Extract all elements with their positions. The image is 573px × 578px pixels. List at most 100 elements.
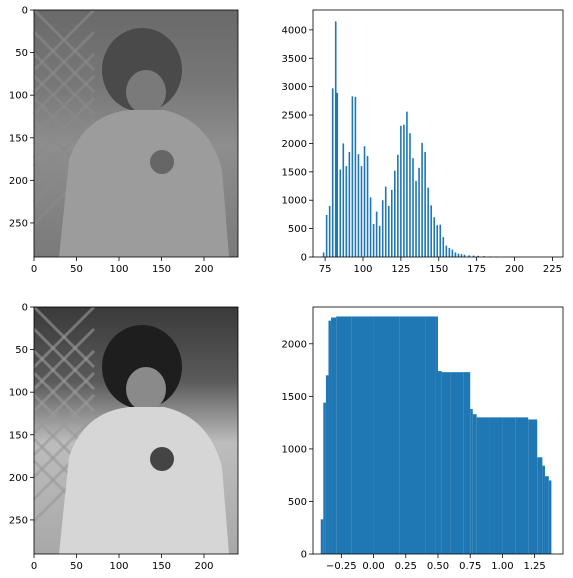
y-tick-label: 1500 — [282, 392, 307, 403]
lattice-strip — [32, 118, 96, 182]
bar — [406, 111, 408, 257]
x-tick-label: 0 — [31, 264, 37, 275]
y-tick-label: 0 — [22, 6, 28, 17]
x-tick-label: 50 — [70, 561, 83, 572]
bar — [528, 419, 538, 554]
bar — [328, 205, 331, 257]
x-tick-label: 0.75 — [459, 561, 481, 572]
bar — [334, 21, 337, 257]
bar — [548, 480, 552, 554]
bar — [394, 170, 396, 257]
bar — [441, 372, 451, 554]
y-tick-label: 3000 — [282, 82, 307, 93]
axes-1: 0 50 100 150 200 0 50 100 150 200 250 — [9, 6, 239, 275]
bar — [430, 205, 432, 257]
bar — [425, 316, 436, 554]
bar — [328, 320, 332, 554]
bar — [544, 476, 549, 554]
bar — [445, 245, 448, 257]
x-tick-label: −0.25 — [326, 561, 357, 572]
y-tick-label: 1000 — [282, 444, 307, 455]
bar — [369, 197, 372, 257]
bar — [325, 214, 328, 257]
bar — [325, 375, 329, 554]
badge — [150, 447, 174, 471]
bar — [372, 224, 375, 257]
bar — [409, 133, 411, 257]
bar — [357, 154, 360, 257]
y-tick-label: 0 — [301, 253, 307, 264]
lattice-strip — [32, 30, 96, 94]
axes-4: −0.25 0.00 0.25 0.50 0.75 1.00 1.25 0 500 1000 150… — [282, 306, 564, 572]
x-tick-label: 175 — [467, 264, 486, 275]
y-tick-label: 2000 — [282, 139, 307, 150]
bar — [542, 465, 545, 554]
bar — [427, 187, 429, 257]
bar — [433, 217, 436, 257]
bar — [470, 408, 473, 554]
x-tick-label: 50 — [70, 264, 83, 275]
x-tick-label: 1.00 — [491, 561, 513, 572]
bar — [463, 254, 466, 257]
y-tick-label: 3500 — [282, 54, 307, 65]
bar — [375, 211, 378, 257]
y-tick-label: 500 — [288, 497, 307, 508]
lattice-strip — [32, 74, 96, 138]
bar — [348, 151, 351, 257]
bar — [442, 237, 445, 257]
bar — [415, 180, 417, 257]
lattice-strip — [32, 393, 96, 457]
bar — [436, 225, 439, 257]
bar — [477, 255, 479, 257]
y-tick-label: 50 — [15, 48, 28, 59]
bar — [387, 205, 390, 257]
y-tick-label: 0 — [22, 303, 28, 314]
y-tick-label: 1500 — [282, 167, 307, 178]
face — [126, 70, 166, 114]
x-tick-label: 225 — [543, 264, 562, 275]
bar — [331, 317, 337, 554]
bar — [336, 316, 352, 554]
bar — [476, 417, 490, 554]
y-tick-label: 150 — [9, 430, 28, 441]
jacket — [59, 407, 229, 554]
bar — [537, 457, 543, 554]
lattice-strip — [32, 415, 96, 479]
y-tick-label: 200 — [9, 176, 28, 187]
y-tick-label: 250 — [9, 218, 28, 229]
bar — [381, 200, 384, 257]
bar — [366, 155, 369, 257]
lattice-strip — [32, 371, 96, 435]
bar — [322, 252, 325, 257]
lattice-strip — [32, 327, 96, 391]
y-tick-label: 250 — [9, 515, 28, 526]
bar — [390, 189, 393, 257]
y-tick-label: 100 — [9, 388, 28, 399]
bar — [439, 224, 442, 257]
bar — [502, 417, 516, 554]
bar — [378, 225, 381, 257]
y-tick-label: 0 — [301, 550, 307, 561]
bar — [354, 96, 357, 258]
x-tick-label: 0.25 — [395, 561, 417, 572]
plot-frame — [312, 306, 564, 555]
bar — [483, 256, 486, 257]
bar — [373, 316, 400, 554]
bar — [438, 371, 442, 554]
bar — [463, 372, 471, 554]
bar — [342, 143, 345, 257]
plot-frame — [33, 306, 239, 555]
bar — [421, 142, 423, 257]
x-tick-label: 75 — [319, 264, 332, 275]
x-tick-label: 0 — [31, 561, 37, 572]
bar — [351, 96, 354, 257]
bars-2 — [322, 21, 498, 258]
x-tick-label: 100 — [109, 264, 128, 275]
bar — [435, 316, 438, 554]
bar — [363, 146, 366, 257]
bar — [320, 519, 324, 554]
x-tick-label: 150 — [152, 561, 171, 572]
bar — [345, 166, 348, 257]
lattice-strip — [32, 305, 96, 369]
